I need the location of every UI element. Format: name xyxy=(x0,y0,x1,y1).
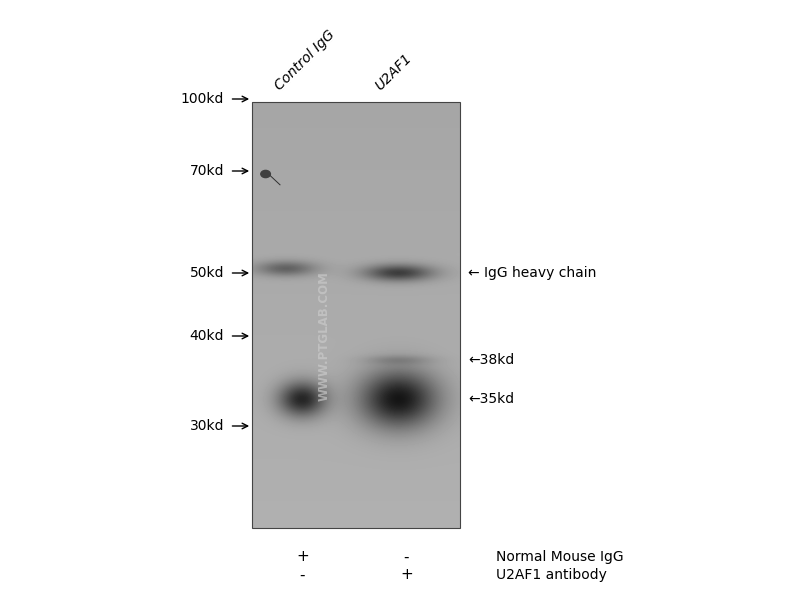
Text: U2AF1: U2AF1 xyxy=(373,51,414,93)
Bar xyxy=(252,102,460,528)
Text: -: - xyxy=(404,550,409,564)
Text: Control IgG: Control IgG xyxy=(272,28,337,93)
Text: WWW.PTGLAB.COM: WWW.PTGLAB.COM xyxy=(318,271,330,401)
Text: U2AF1 antibody: U2AF1 antibody xyxy=(496,568,607,582)
Text: +: + xyxy=(296,550,309,564)
Circle shape xyxy=(261,170,270,178)
Text: 50kd: 50kd xyxy=(190,266,224,280)
Text: 100kd: 100kd xyxy=(181,92,224,106)
Text: 70kd: 70kd xyxy=(190,164,224,178)
Text: 30kd: 30kd xyxy=(190,419,224,433)
Text: ←38kd: ←38kd xyxy=(468,353,514,367)
Text: ←35kd: ←35kd xyxy=(468,392,514,406)
Text: +: + xyxy=(400,568,413,582)
Text: 40kd: 40kd xyxy=(190,329,224,343)
Text: Normal Mouse IgG: Normal Mouse IgG xyxy=(496,550,624,564)
Text: -: - xyxy=(300,568,305,582)
Text: ← IgG heavy chain: ← IgG heavy chain xyxy=(468,266,596,280)
